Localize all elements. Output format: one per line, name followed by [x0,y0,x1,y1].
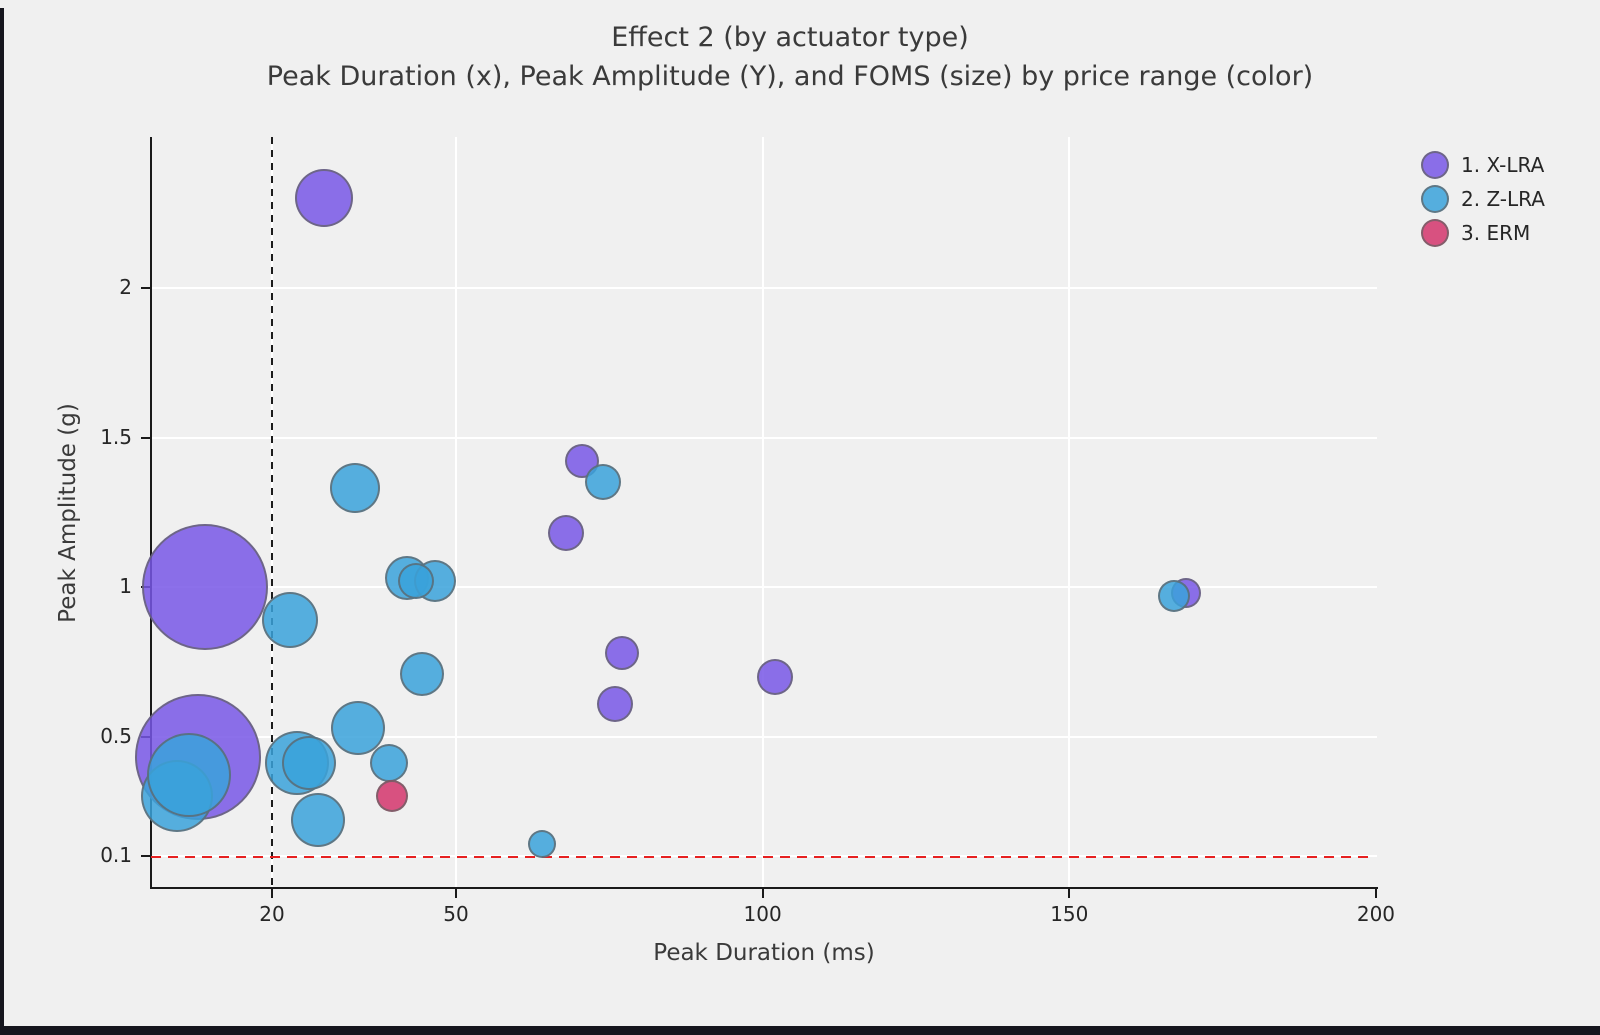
bubble-z-lra [329,463,380,514]
bubble-x-lra [141,524,268,650]
x-tick-label-100: 100 [743,902,782,926]
x-tick-200 [1374,889,1377,898]
bubble-z-lra [262,591,319,648]
x-axis-spine [150,887,1378,889]
legend-label-2: 2. Z-LRA [1461,187,1545,211]
gridline-y-0.5 [151,735,1377,738]
legend-swatch-1 [1421,151,1449,179]
legend-label-1: 1. X-LRA [1461,153,1545,177]
bubble-erm [375,780,408,813]
y-tick-label-2: 2 [119,275,132,299]
bubble-x-lra [604,635,639,670]
legend-item-3: 3. ERM [1421,216,1545,250]
x-tick-label-20: 20 [259,902,285,926]
x-tick-label-50: 50 [443,902,469,926]
bubble-z-lra [400,651,445,696]
legend-label-3: 3. ERM [1461,221,1531,245]
y-tick-1.5 [141,436,150,439]
gridline-x-100 [761,137,764,888]
hline-threshold-0.1g [151,856,1373,858]
y-axis-spine [150,137,152,889]
bubble-x-lra [295,169,354,228]
chart-title: Effect 2 (by actuator type) [611,22,969,53]
bubble-z-lra [585,464,622,501]
y-axis-title: Peak Amplitude (g) [55,403,81,623]
y-tick-label-1: 1 [119,574,132,598]
bubble-z-lra [398,563,435,600]
bubble-z-lra [527,830,556,859]
gridline-y-2 [151,287,1377,289]
gridline-y-1.5 [151,436,1377,439]
gridline-y-1 [151,586,1377,588]
bubble-z-lra [369,744,408,783]
bubble-z-lra [147,733,232,818]
legend-item-1: 1. X-LRA [1421,148,1545,182]
x-tick-50 [454,889,457,898]
legend-item-2: 2. Z-LRA [1421,182,1545,216]
bubble-x-lra [597,685,634,722]
vline-threshold-20ms [271,137,273,888]
bubble-x-lra [756,658,793,695]
y-tick-2 [141,287,150,289]
y-tick-label-1.5: 1.5 [100,424,132,449]
chart-subtitle: Peak Duration (x), Peak Amplitude (Y), a… [266,61,1314,92]
x-tick-label-150: 150 [1050,902,1089,926]
x-tick-20 [271,889,273,898]
legend-swatch-3 [1421,219,1449,247]
x-tick-100 [761,889,764,898]
bubble-z-lra [281,736,336,791]
x-axis-title: Peak Duration (ms) [653,940,875,966]
y-tick-label-0.1: 0.1 [100,843,132,868]
legend-swatch-2 [1421,185,1449,213]
x-tick-150 [1068,889,1071,898]
bubble-z-lra [290,793,345,848]
screen-edge-left [0,8,4,1035]
y-tick-0.1 [141,855,150,858]
bubble-x-lra [548,515,585,552]
bubble-z-lra [330,700,385,755]
legend: 1. X-LRA 2. Z-LRA 3. ERM [1421,148,1545,250]
y-tick-label-0.5: 0.5 [100,723,132,748]
screen-edge-bottom [0,1026,1600,1035]
x-tick-label-200: 200 [1356,902,1396,926]
gridline-x-150 [1068,137,1071,888]
bubble-z-lra [1157,579,1190,612]
gridline-x-50 [454,137,457,888]
